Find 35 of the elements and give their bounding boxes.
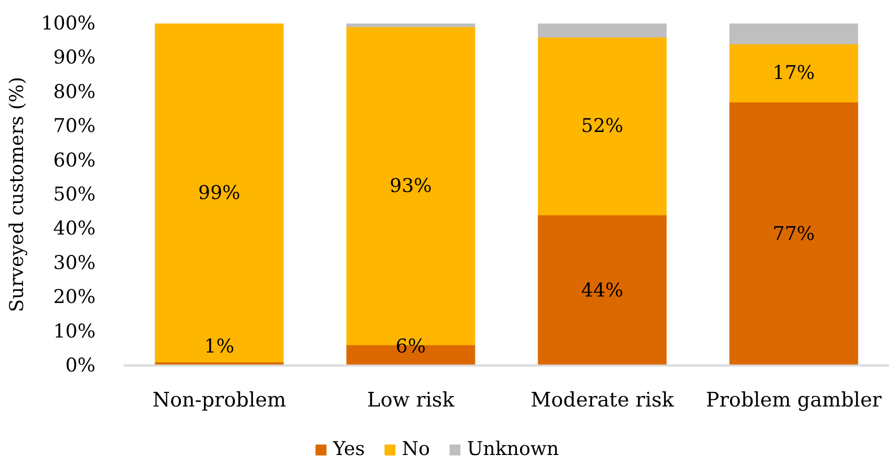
x-tick-label: Problem gambler: [706, 388, 882, 412]
legend-label: No: [402, 438, 430, 460]
y-tick-label: 30%: [53, 252, 96, 274]
data-label: 44%: [581, 279, 624, 302]
y-tick-label: 80%: [53, 80, 96, 103]
data-label: 1%: [204, 336, 234, 358]
x-tick-label: Non-problem: [152, 388, 286, 412]
y-tick-label: 90%: [53, 46, 96, 69]
x-tick-label: Moderate risk: [530, 388, 675, 412]
y-tick-label: 60%: [53, 149, 96, 172]
bar: [538, 24, 667, 38]
bar: [729, 24, 858, 44]
data-label: 99%: [198, 182, 240, 204]
bar: [729, 44, 858, 102]
y-axis-title: Surveyed customers (%): [6, 76, 28, 312]
y-tick-label: 70%: [53, 115, 96, 138]
bar: [538, 214, 667, 366]
x-tick-label: Low risk: [367, 388, 456, 412]
data-label: 6%: [396, 336, 426, 358]
y-tick-label: 0%: [65, 354, 96, 376]
data-label: 17%: [772, 62, 815, 84]
bar: [346, 24, 476, 28]
y-tick-label: 40%: [53, 218, 96, 240]
y-tick-label: 20%: [53, 286, 96, 308]
y-tick-label: 10%: [53, 320, 96, 342]
data-label: 52%: [581, 115, 624, 138]
bar: [538, 36, 667, 216]
legend-label: Yes: [333, 438, 365, 460]
y-tick-label: 100%: [41, 12, 96, 34]
data-label: 77%: [772, 222, 815, 245]
data-label: 93%: [390, 174, 432, 197]
bar: [729, 102, 858, 366]
legend-label: Unknown: [466, 438, 559, 460]
bar: [154, 24, 284, 362]
y-tick-label: 50%: [53, 184, 96, 206]
